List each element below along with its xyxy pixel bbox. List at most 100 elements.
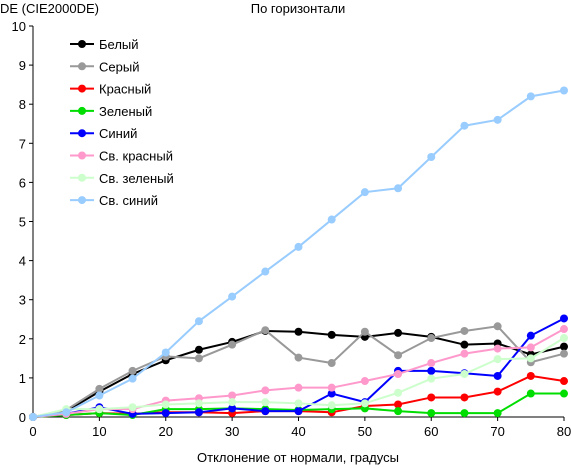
data-point xyxy=(526,331,535,340)
data-point xyxy=(228,391,237,400)
data-point xyxy=(394,184,403,193)
data-point xyxy=(327,383,336,392)
legend-item: Св. синий xyxy=(70,193,158,208)
legend-label: Красный xyxy=(99,82,151,97)
data-point xyxy=(294,383,303,392)
data-point xyxy=(427,393,436,402)
data-point xyxy=(460,393,469,402)
data-point xyxy=(228,292,237,301)
data-point xyxy=(394,351,403,360)
data-point xyxy=(261,386,270,395)
data-point xyxy=(161,348,170,357)
x-tick-label: 40 xyxy=(291,424,305,439)
data-point xyxy=(62,408,71,417)
data-point xyxy=(493,409,502,418)
data-point xyxy=(194,345,203,354)
data-point xyxy=(327,389,336,398)
data-point xyxy=(460,340,469,349)
data-point xyxy=(95,391,104,400)
y-tick-label: 3 xyxy=(19,293,26,308)
data-point xyxy=(128,374,137,383)
legend-label: Зеленый xyxy=(99,104,152,119)
data-point xyxy=(560,86,568,95)
legend-label: Белый xyxy=(99,37,139,52)
series-6 xyxy=(29,325,568,421)
data-point xyxy=(460,349,469,358)
data-point xyxy=(560,389,568,398)
y-tick-label: 1 xyxy=(19,371,26,386)
data-point xyxy=(394,328,403,337)
data-point xyxy=(460,121,469,130)
data-point xyxy=(560,342,568,351)
legend-label: Синий xyxy=(99,126,137,141)
data-point xyxy=(294,399,303,408)
series-2 xyxy=(29,322,568,421)
legend-item: Красный xyxy=(70,82,151,97)
legend-item: Белый xyxy=(70,37,139,52)
x-tick-label: 70 xyxy=(490,424,504,439)
data-point xyxy=(161,409,170,418)
data-point xyxy=(128,366,137,375)
series-8 xyxy=(29,86,568,421)
data-point xyxy=(228,404,237,413)
y-axis-title: DE (CIE2000DE) xyxy=(0,1,99,16)
y-tick-label: 9 xyxy=(19,58,26,73)
y-tick-label: 0 xyxy=(19,410,26,425)
data-point xyxy=(560,314,568,323)
data-point xyxy=(228,340,237,349)
data-point xyxy=(394,407,403,416)
data-point xyxy=(327,401,336,410)
data-point xyxy=(493,371,502,380)
x-tick-label: 0 xyxy=(29,424,36,439)
data-point xyxy=(294,242,303,251)
data-point xyxy=(427,374,436,383)
legend-item: Синий xyxy=(70,126,137,141)
legend-swatch-marker xyxy=(78,129,86,138)
data-point xyxy=(261,326,270,335)
legend-item: Св. зеленый xyxy=(70,171,174,186)
data-point xyxy=(360,188,369,197)
data-point xyxy=(95,405,104,414)
data-point xyxy=(194,354,203,363)
data-point xyxy=(294,327,303,336)
data-point xyxy=(526,343,535,352)
legend-swatch-marker xyxy=(78,173,86,182)
data-point xyxy=(394,400,403,409)
x-tick-label: 30 xyxy=(225,424,239,439)
legend-item: Зеленый xyxy=(70,104,152,119)
data-point xyxy=(493,344,502,353)
data-point xyxy=(493,387,502,396)
legend-swatch-marker xyxy=(78,106,86,115)
data-point xyxy=(560,334,568,343)
data-point xyxy=(460,409,469,418)
data-point xyxy=(460,326,469,335)
data-point xyxy=(294,353,303,362)
data-point xyxy=(360,327,369,336)
data-point xyxy=(560,325,568,334)
legend-label: Серый xyxy=(99,59,139,74)
x-axis-title: Отклонение от нормали, градусы xyxy=(197,450,399,465)
data-point xyxy=(194,408,203,417)
legend-swatch-marker xyxy=(78,84,86,93)
data-point xyxy=(261,267,270,276)
data-point xyxy=(29,413,37,421)
data-point xyxy=(360,377,369,386)
data-point xyxy=(394,388,403,397)
legend-item: Св. красный xyxy=(70,149,173,164)
data-point xyxy=(327,359,336,368)
ticks: 0 1 2 3 4 5 6 7 8 9 10 0 10 20 30 40 50 60 70 80 xyxy=(12,19,571,439)
series-lines xyxy=(29,86,568,421)
legend: Белый Серый Красный Зеленый Синий Св. красный… xyxy=(70,37,174,208)
data-point xyxy=(560,377,568,386)
data-point xyxy=(261,407,270,416)
legend-swatch-marker xyxy=(78,196,86,205)
data-point xyxy=(360,399,369,408)
x-tick-label: 20 xyxy=(159,424,173,439)
data-point xyxy=(526,371,535,380)
data-point xyxy=(327,330,336,339)
data-point xyxy=(228,398,237,407)
data-point xyxy=(194,399,203,408)
legend-swatch-marker xyxy=(78,62,86,71)
